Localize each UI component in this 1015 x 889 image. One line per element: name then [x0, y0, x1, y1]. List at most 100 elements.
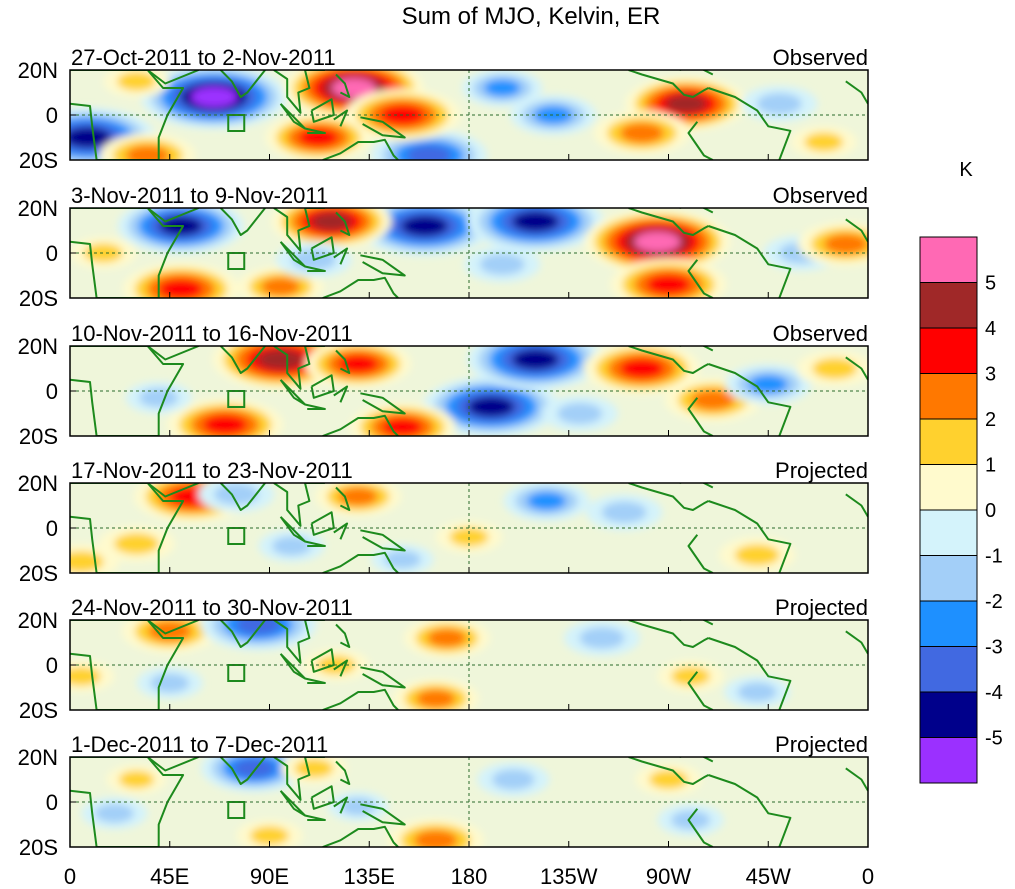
coastlines	[70, 70, 868, 160]
coastline	[279, 516, 306, 543]
coastline	[628, 208, 709, 236]
coastline	[360, 529, 406, 552]
anomaly-contour	[139, 388, 179, 408]
panel-status-label: Projected	[775, 458, 868, 483]
coastlines	[70, 757, 868, 847]
reference-box	[227, 390, 246, 408]
x-tick-label: 90W	[646, 864, 691, 889]
colorbar-swatch	[919, 373, 978, 420]
anomaly-contour	[512, 211, 559, 232]
anomaly-field	[70, 70, 868, 160]
coastline	[335, 486, 351, 511]
colorbar-swatch	[919, 555, 978, 602]
x-tick-label: 45E	[150, 864, 189, 889]
anomaly-contour	[527, 491, 567, 511]
colorbar-label: -4	[985, 682, 1003, 704]
colorbar-swatch	[919, 236, 978, 283]
anomaly-contour	[619, 358, 665, 379]
colorbar-label: 1	[985, 455, 996, 477]
coastline	[273, 208, 325, 252]
coastline	[219, 620, 266, 648]
anomaly-contour	[94, 803, 134, 823]
coastline	[335, 760, 351, 785]
anomaly-contour	[512, 349, 559, 370]
coastline	[70, 620, 185, 710]
coastline	[333, 796, 349, 814]
coastline	[322, 688, 399, 710]
coastline	[70, 483, 185, 573]
coastline	[628, 757, 709, 785]
coastline	[333, 247, 349, 265]
y-tick-label: 20N	[18, 334, 58, 359]
coastline	[70, 70, 185, 160]
coastline	[845, 767, 868, 792]
y-tick-label: 20N	[18, 196, 58, 221]
anomaly-contour	[804, 132, 844, 152]
anomaly-contour	[338, 487, 378, 506]
coastline	[310, 785, 335, 810]
colorbar-swatch	[919, 600, 978, 647]
panel-date-label: 3-Nov-2011 to 9-Nov-2011	[71, 183, 328, 208]
coastline	[310, 236, 335, 261]
anomaly-field	[70, 346, 868, 436]
colorbar-label: 2	[985, 409, 996, 431]
coastline	[310, 98, 335, 123]
colorbar-swatch	[919, 464, 978, 511]
panel-status-label: Projected	[775, 732, 868, 757]
coastline	[687, 121, 714, 160]
anomaly-contour	[413, 830, 458, 847]
anomaly-contour	[340, 797, 376, 816]
anomaly-contour	[158, 278, 204, 298]
anomaly-contour	[70, 127, 112, 148]
anomaly-contour	[756, 93, 802, 115]
anomaly-contour	[634, 231, 681, 252]
colorbar-swatch	[919, 418, 978, 465]
anomaly-field	[70, 757, 868, 847]
coastline	[679, 757, 714, 763]
anomaly-contour	[734, 544, 780, 566]
coastline	[279, 241, 306, 268]
anomaly-contour	[261, 277, 301, 296]
coastline	[333, 659, 349, 677]
anomaly-contour	[401, 215, 449, 237]
anomaly-contour	[467, 396, 515, 418]
y-tick-label: 20N	[18, 745, 58, 770]
coastline	[146, 208, 199, 223]
y-tick-label: 20S	[19, 148, 58, 173]
coastline	[273, 620, 325, 664]
coastline	[322, 551, 399, 573]
anomaly-contour	[665, 94, 708, 114]
coastline	[322, 276, 399, 298]
coastline	[360, 254, 406, 277]
panel-3: 20N 0 20S 10-Nov-2011 to 16-Nov-2011 Observe…	[18, 321, 869, 449]
anomaly-contour	[272, 536, 312, 556]
panel-2: 20N 0 20S 3-Nov-2011 to 9-Nov-2011 Observed	[18, 183, 869, 311]
x-tick-label: 180	[451, 864, 488, 889]
anomaly-contour	[646, 274, 691, 295]
anomaly-contour	[294, 758, 334, 778]
y-tick-label: 0	[46, 379, 58, 404]
coastline	[628, 483, 709, 511]
coastline	[360, 116, 406, 139]
coastline	[708, 637, 792, 710]
y-tick-label: 20N	[18, 58, 58, 83]
y-tick-label: 20S	[19, 561, 58, 586]
coastline	[322, 825, 399, 847]
coastline	[304, 814, 326, 821]
anomaly-contour	[579, 627, 625, 649]
coastline	[360, 803, 406, 826]
x-tick-label: 0	[64, 864, 76, 889]
anomaly-field	[70, 483, 868, 573]
reference-box	[227, 664, 246, 682]
coastline	[845, 493, 868, 518]
anomaly-contour	[70, 666, 101, 686]
anomaly-contour	[83, 243, 123, 263]
coastline	[70, 346, 185, 436]
coastline	[333, 522, 349, 540]
coastline	[279, 379, 306, 406]
panel-date-label: 27-Oct-2011 to 2-Nov-2011	[71, 45, 336, 70]
coastline	[273, 483, 325, 527]
colorbar-swatch	[919, 691, 978, 738]
y-tick-label: 0	[46, 103, 58, 128]
